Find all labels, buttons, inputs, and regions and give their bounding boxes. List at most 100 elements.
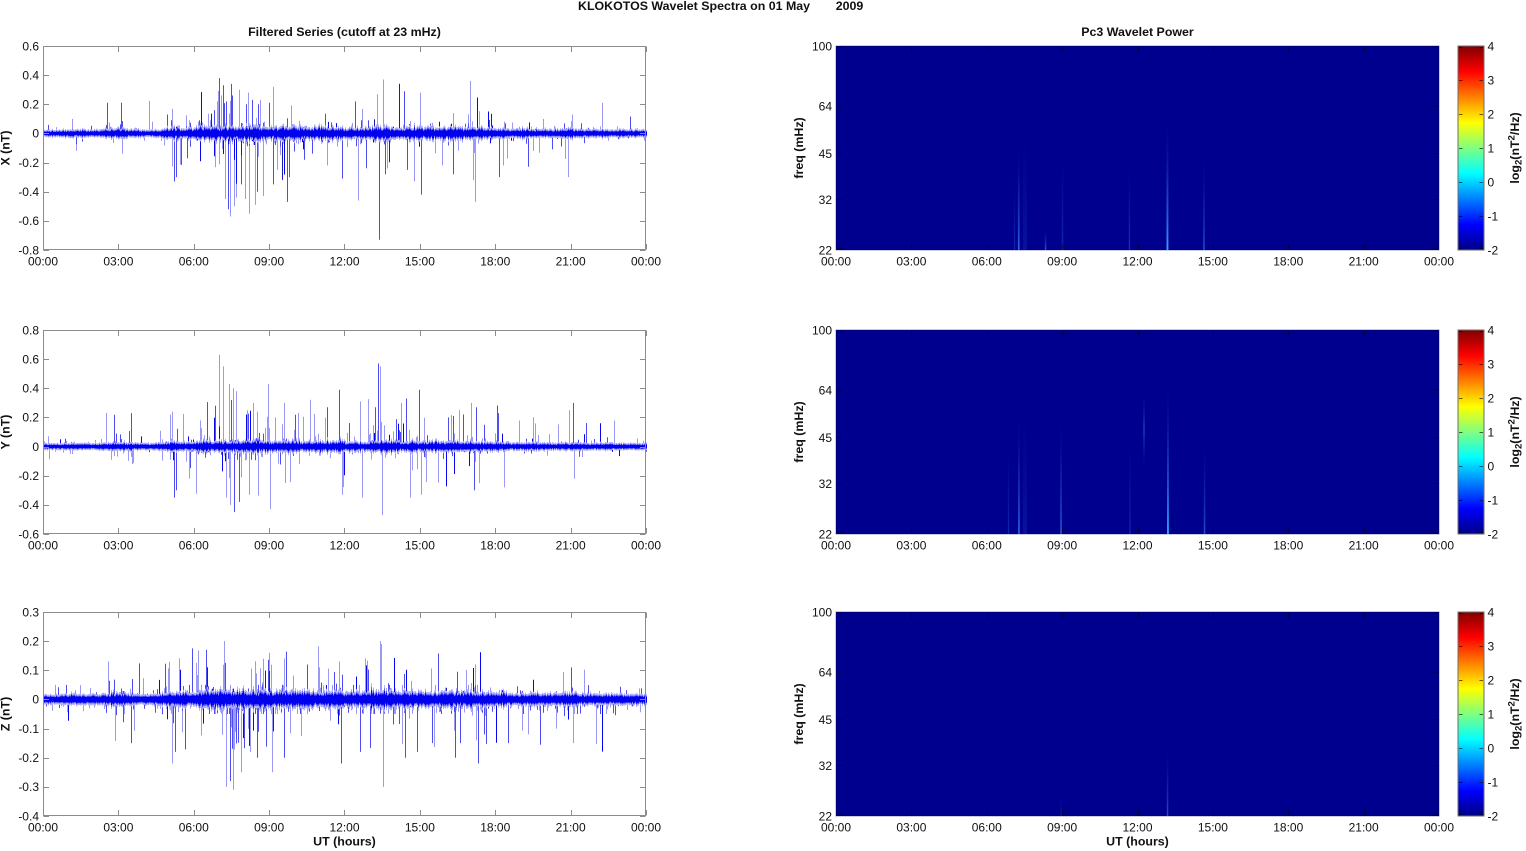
svg-text:0: 0 (32, 127, 39, 141)
svg-text:00:00: 00:00 (821, 821, 851, 835)
svg-text:00:00: 00:00 (28, 821, 58, 835)
svg-text:-2: -2 (1488, 527, 1499, 541)
svg-text:-0.6: -0.6 (18, 527, 39, 541)
svg-text:64: 64 (819, 99, 833, 113)
svg-text:Filtered Series (cutoff at 23: Filtered Series (cutoff at 23 mHz) (248, 25, 441, 39)
svg-text:18:00: 18:00 (1273, 539, 1303, 553)
svg-text:0.4: 0.4 (22, 382, 39, 396)
svg-text:3: 3 (1488, 639, 1495, 653)
svg-text:03:00: 03:00 (896, 539, 926, 553)
svg-text:15:00: 15:00 (405, 821, 435, 835)
svg-text:Pc3 Wavelet Power: Pc3 Wavelet Power (1081, 25, 1194, 39)
svg-text:log2(nT2/Hz): log2(nT2/Hz) (1507, 112, 1525, 183)
svg-text:03:00: 03:00 (103, 255, 133, 269)
svg-text:log2(nT2/Hz): log2(nT2/Hz) (1507, 396, 1525, 467)
svg-text:-0.4: -0.4 (18, 809, 39, 823)
svg-text:09:00: 09:00 (1047, 539, 1077, 553)
svg-text:06:00: 06:00 (179, 821, 209, 835)
svg-text:21:00: 21:00 (1349, 539, 1379, 553)
svg-text:0: 0 (32, 693, 39, 707)
svg-text:09:00: 09:00 (254, 539, 284, 553)
svg-text:12:00: 12:00 (329, 821, 359, 835)
svg-text:4: 4 (1488, 605, 1495, 619)
svg-text:18:00: 18:00 (1273, 255, 1303, 269)
svg-text:100: 100 (812, 323, 832, 337)
svg-text:00:00: 00:00 (631, 821, 661, 835)
svg-text:0.2: 0.2 (22, 98, 39, 112)
svg-text:18:00: 18:00 (480, 255, 510, 269)
svg-text:21:00: 21:00 (1349, 255, 1379, 269)
svg-text:-2: -2 (1488, 809, 1499, 823)
svg-text:45: 45 (819, 713, 833, 727)
svg-text:00:00: 00:00 (631, 255, 661, 269)
svg-text:-1: -1 (1488, 493, 1499, 507)
svg-text:0: 0 (1488, 175, 1495, 189)
svg-text:03:00: 03:00 (896, 821, 926, 835)
svg-text:UT (hours): UT (hours) (1106, 835, 1169, 849)
svg-text:log2(nT2/Hz): log2(nT2/Hz) (1507, 678, 1525, 749)
svg-text:18:00: 18:00 (1273, 821, 1303, 835)
svg-text:4: 4 (1488, 323, 1495, 337)
svg-text:1: 1 (1488, 707, 1495, 721)
svg-text:100: 100 (812, 605, 832, 619)
svg-text:UT (hours): UT (hours) (313, 835, 376, 849)
svg-text:0.4: 0.4 (22, 68, 39, 82)
svg-text:Z (nT): Z (nT) (0, 697, 13, 731)
svg-text:21:00: 21:00 (556, 539, 586, 553)
svg-text:22: 22 (819, 243, 833, 257)
svg-text:freq (mHz): freq (mHz) (792, 401, 806, 462)
svg-text:3: 3 (1488, 357, 1495, 371)
svg-text:03:00: 03:00 (896, 255, 926, 269)
svg-text:X (nT): X (nT) (0, 130, 13, 165)
svg-text:15:00: 15:00 (1198, 821, 1228, 835)
svg-text:15:00: 15:00 (405, 539, 435, 553)
svg-text:-2: -2 (1488, 243, 1499, 257)
svg-text:-0.6: -0.6 (18, 214, 39, 228)
svg-text:-0.8: -0.8 (18, 243, 39, 257)
svg-text:2: 2 (1488, 107, 1495, 121)
svg-text:0: 0 (32, 440, 39, 454)
svg-text:-0.2: -0.2 (18, 469, 39, 483)
svg-text:06:00: 06:00 (972, 539, 1002, 553)
svg-text:45: 45 (819, 431, 833, 445)
svg-text:06:00: 06:00 (972, 255, 1002, 269)
svg-text:12:00: 12:00 (1122, 821, 1152, 835)
svg-text:-1: -1 (1488, 209, 1499, 223)
svg-text:2: 2 (1488, 391, 1495, 405)
svg-text:2: 2 (1488, 673, 1495, 687)
svg-text:18:00: 18:00 (480, 821, 510, 835)
svg-text:4: 4 (1488, 39, 1495, 53)
svg-text:-0.2: -0.2 (18, 156, 39, 170)
svg-text:21:00: 21:00 (1349, 821, 1379, 835)
svg-text:32: 32 (819, 193, 833, 207)
svg-text:09:00: 09:00 (1047, 255, 1077, 269)
svg-text:22: 22 (819, 809, 833, 823)
svg-text:00:00: 00:00 (28, 539, 58, 553)
svg-text:03:00: 03:00 (103, 821, 133, 835)
svg-text:21:00: 21:00 (556, 255, 586, 269)
svg-text:0.1: 0.1 (22, 664, 39, 678)
svg-text:0.2: 0.2 (22, 411, 39, 425)
svg-text:21:00: 21:00 (556, 821, 586, 835)
svg-text:-0.2: -0.2 (18, 751, 39, 765)
svg-text:-1: -1 (1488, 775, 1499, 789)
svg-text:KLOKOTOS Wavelet Spectra on 01: KLOKOTOS Wavelet Spectra on 01 May (578, 0, 810, 13)
svg-text:0.2: 0.2 (22, 634, 39, 648)
svg-text:12:00: 12:00 (1122, 539, 1152, 553)
svg-text:12:00: 12:00 (1122, 255, 1152, 269)
svg-text:12:00: 12:00 (329, 539, 359, 553)
svg-text:64: 64 (819, 665, 833, 679)
svg-text:0.3: 0.3 (22, 605, 39, 619)
svg-text:00:00: 00:00 (1424, 821, 1454, 835)
svg-text:0: 0 (1488, 459, 1495, 473)
svg-text:22: 22 (819, 527, 833, 541)
svg-text:09:00: 09:00 (1047, 821, 1077, 835)
svg-text:-0.4: -0.4 (18, 498, 39, 512)
svg-text:06:00: 06:00 (179, 539, 209, 553)
svg-text:00:00: 00:00 (821, 255, 851, 269)
svg-text:15:00: 15:00 (1198, 539, 1228, 553)
svg-text:1: 1 (1488, 425, 1495, 439)
svg-text:32: 32 (819, 759, 833, 773)
svg-text:freq (mHz): freq (mHz) (792, 683, 806, 744)
svg-text:0.6: 0.6 (22, 39, 39, 53)
